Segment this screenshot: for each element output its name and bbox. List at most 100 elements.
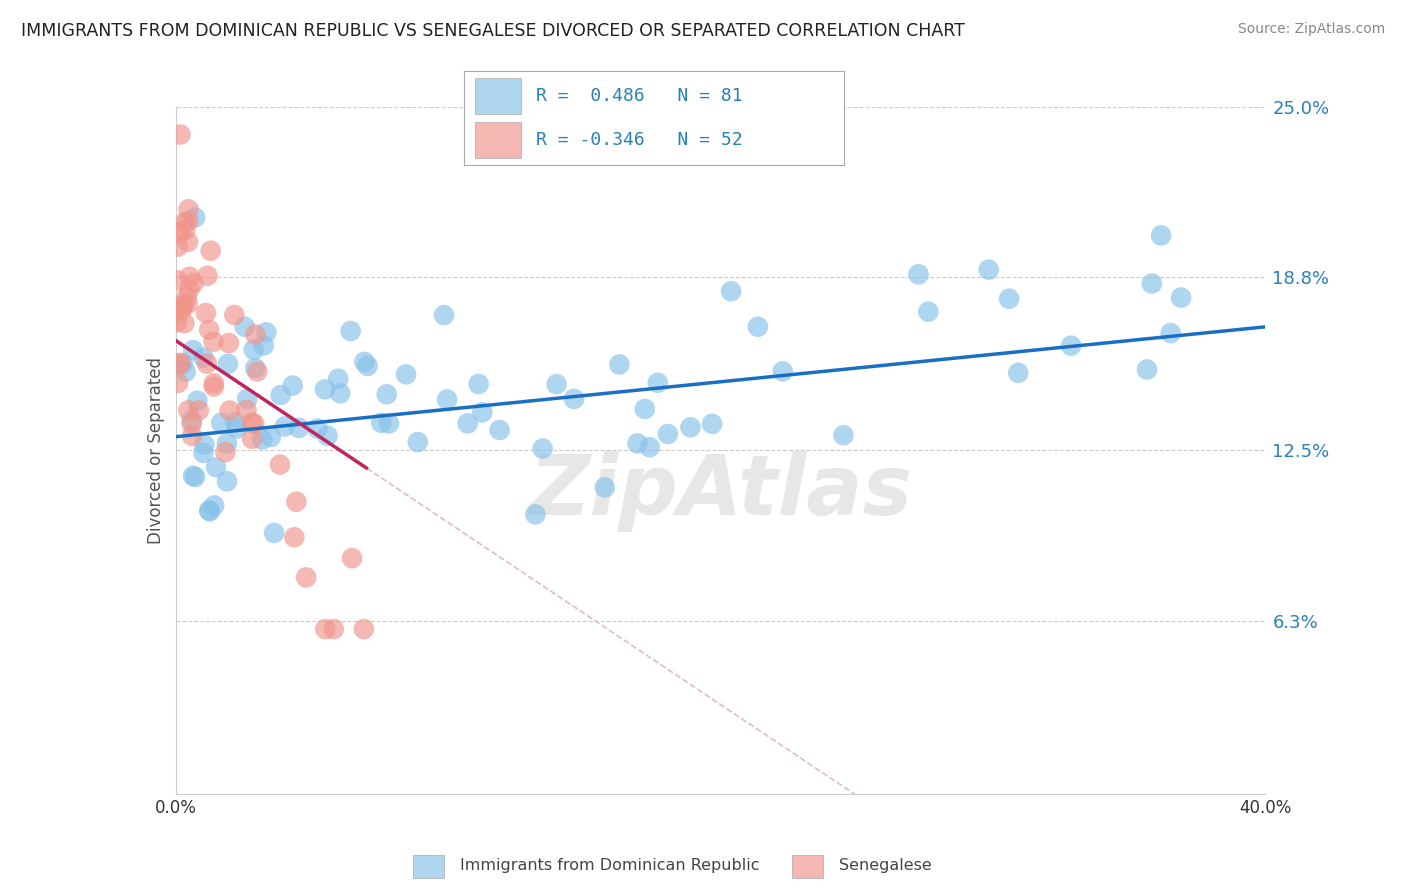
FancyBboxPatch shape [475,122,520,158]
Text: IMMIGRANTS FROM DOMINICAN REPUBLIC VS SENEGALESE DIVORCED OR SEPARATED CORRELATI: IMMIGRANTS FROM DOMINICAN REPUBLIC VS SE… [21,22,965,40]
Point [184,211,207,225]
Point [1060,339,1083,353]
Point [195,357,218,371]
Point [242,343,264,357]
Point [747,319,769,334]
Point [322,622,344,636]
Point [406,435,429,450]
Point [340,551,363,566]
Point [218,336,240,351]
Point [270,388,292,402]
Point [180,413,202,427]
Point [176,297,198,311]
Point [245,327,267,342]
Point [378,417,401,431]
Text: R = -0.346   N = 52: R = -0.346 N = 52 [536,131,742,149]
Point [180,417,202,431]
Point [169,128,191,142]
Point [240,432,263,446]
Point [593,480,616,494]
Point [356,359,378,373]
Point [353,622,375,636]
Point [176,290,198,304]
Point [209,416,232,430]
Point [215,436,238,450]
Point [233,319,256,334]
Point [166,315,188,329]
Point [169,356,191,370]
Point [174,223,197,237]
Point [720,284,742,298]
Point [1150,228,1173,243]
Point [395,368,418,382]
Point [173,215,195,229]
Point [263,525,285,540]
Point [285,495,308,509]
Point [217,357,239,371]
Point [173,316,195,330]
Point [177,202,200,217]
Point [167,226,190,240]
Point [177,235,200,249]
Text: Source: ZipAtlas.com: Source: ZipAtlas.com [1237,22,1385,37]
Point [375,387,398,401]
Point [907,268,929,282]
Point [250,433,273,447]
Point [634,401,657,416]
Point [436,392,458,407]
Point [772,364,794,378]
Point [198,504,221,518]
Point [226,421,249,435]
Point [243,417,266,431]
Point [187,403,209,417]
Point [471,405,494,419]
Point [531,442,554,456]
Point [172,357,194,371]
Point [172,298,194,312]
Point [243,361,266,376]
Point [314,622,336,636]
Point [273,419,295,434]
Point [181,429,204,443]
Point [917,304,939,318]
Point [1136,362,1159,376]
Point [609,358,631,372]
Point [1140,277,1163,291]
Point [166,240,188,254]
FancyBboxPatch shape [793,855,824,878]
Point [288,421,311,435]
Point [167,357,190,371]
Point [254,326,277,340]
Point [329,386,352,401]
Point [200,244,222,258]
Point [977,262,1000,277]
Point [702,417,724,431]
Point [246,364,269,378]
Point [562,392,585,406]
Point [281,378,304,392]
Point [638,440,661,454]
Point [546,377,568,392]
Point [166,273,188,287]
Point [253,338,276,352]
Point [832,428,855,442]
Point [198,323,221,337]
FancyBboxPatch shape [413,855,444,878]
Point [433,308,456,322]
Point [457,417,479,431]
Point [167,376,190,390]
Point [198,503,221,517]
Point [205,460,228,475]
Point [181,468,204,483]
Point [328,372,350,386]
Point [181,343,204,358]
Point [172,299,194,313]
Point [283,530,305,544]
Point [224,416,246,430]
Point [184,470,207,484]
Point [194,306,217,320]
Text: Immigrants from Dominican Republic: Immigrants from Dominican Republic [460,858,759,872]
Point [657,427,679,442]
Point [307,421,329,435]
FancyBboxPatch shape [475,78,520,113]
